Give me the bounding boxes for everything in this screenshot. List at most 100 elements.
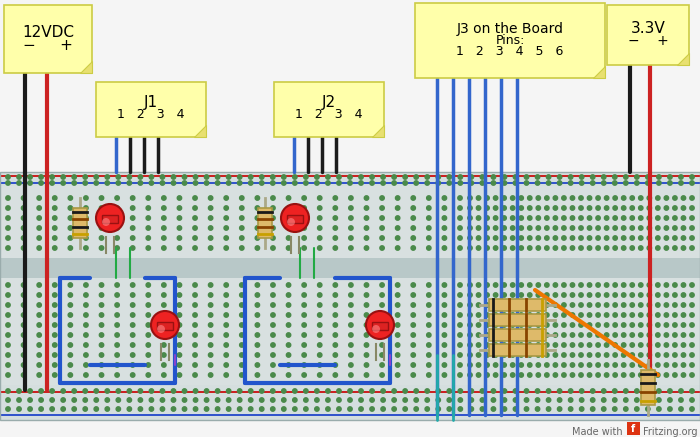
Circle shape xyxy=(524,181,528,185)
Circle shape xyxy=(68,293,73,297)
Circle shape xyxy=(172,398,176,402)
Circle shape xyxy=(359,398,363,402)
Circle shape xyxy=(480,389,484,393)
Circle shape xyxy=(99,323,104,327)
Circle shape xyxy=(528,373,532,377)
Circle shape xyxy=(37,283,41,287)
Circle shape xyxy=(333,333,337,337)
Circle shape xyxy=(209,323,213,327)
Circle shape xyxy=(557,389,562,393)
Circle shape xyxy=(318,226,322,230)
Circle shape xyxy=(638,236,643,240)
Circle shape xyxy=(395,226,400,230)
Circle shape xyxy=(395,313,400,317)
Circle shape xyxy=(580,181,584,185)
Circle shape xyxy=(414,398,419,402)
Circle shape xyxy=(553,353,558,357)
Circle shape xyxy=(209,333,213,337)
Circle shape xyxy=(596,216,601,220)
Circle shape xyxy=(177,363,181,367)
Circle shape xyxy=(237,389,242,393)
Circle shape xyxy=(94,175,99,179)
Circle shape xyxy=(224,246,228,250)
Circle shape xyxy=(209,353,213,357)
Circle shape xyxy=(476,206,481,210)
Circle shape xyxy=(349,343,353,347)
Circle shape xyxy=(395,303,400,307)
Circle shape xyxy=(681,353,686,357)
Circle shape xyxy=(519,353,524,357)
Circle shape xyxy=(545,363,549,367)
Circle shape xyxy=(17,389,21,393)
Circle shape xyxy=(503,389,507,393)
Circle shape xyxy=(84,246,88,250)
Circle shape xyxy=(146,313,150,317)
Circle shape xyxy=(146,373,150,377)
Circle shape xyxy=(226,398,231,402)
Circle shape xyxy=(287,218,295,226)
Circle shape xyxy=(248,398,253,402)
Circle shape xyxy=(28,175,32,179)
Circle shape xyxy=(494,363,498,367)
Circle shape xyxy=(579,293,583,297)
Circle shape xyxy=(395,206,400,210)
Circle shape xyxy=(160,389,164,393)
Circle shape xyxy=(547,175,551,179)
Text: f: f xyxy=(631,424,635,434)
Circle shape xyxy=(6,293,10,297)
Circle shape xyxy=(681,303,686,307)
Circle shape xyxy=(596,373,601,377)
Circle shape xyxy=(494,333,498,337)
Circle shape xyxy=(326,398,330,402)
Circle shape xyxy=(557,175,562,179)
Circle shape xyxy=(679,389,683,393)
Circle shape xyxy=(237,398,242,402)
Circle shape xyxy=(172,181,176,185)
Circle shape xyxy=(115,216,119,220)
Circle shape xyxy=(561,196,566,200)
Circle shape xyxy=(570,363,575,367)
Circle shape xyxy=(557,181,562,185)
Circle shape xyxy=(52,293,57,297)
Circle shape xyxy=(318,236,322,240)
Circle shape xyxy=(37,363,41,367)
Circle shape xyxy=(485,226,489,230)
Circle shape xyxy=(510,343,515,347)
Circle shape xyxy=(318,206,322,210)
Circle shape xyxy=(545,313,549,317)
Circle shape xyxy=(271,226,275,230)
Circle shape xyxy=(528,353,532,357)
Circle shape xyxy=(426,343,431,347)
Circle shape xyxy=(458,313,462,317)
Circle shape xyxy=(209,236,213,240)
Circle shape xyxy=(318,303,322,307)
Circle shape xyxy=(690,373,694,377)
Circle shape xyxy=(61,389,65,393)
Circle shape xyxy=(403,407,407,411)
Circle shape xyxy=(370,181,374,185)
Circle shape xyxy=(68,206,73,210)
Circle shape xyxy=(364,363,369,367)
Circle shape xyxy=(656,313,660,317)
Circle shape xyxy=(568,181,573,185)
Circle shape xyxy=(271,407,275,411)
Circle shape xyxy=(28,398,32,402)
Circle shape xyxy=(442,353,447,357)
Circle shape xyxy=(613,283,617,287)
Circle shape xyxy=(519,216,524,220)
Circle shape xyxy=(622,373,626,377)
Circle shape xyxy=(613,303,617,307)
Circle shape xyxy=(286,246,290,250)
Circle shape xyxy=(256,303,260,307)
Circle shape xyxy=(172,407,176,411)
Circle shape xyxy=(52,323,57,327)
Circle shape xyxy=(604,293,609,297)
Circle shape xyxy=(679,175,683,179)
Circle shape xyxy=(570,216,575,220)
Circle shape xyxy=(553,216,558,220)
Circle shape xyxy=(96,204,124,232)
Circle shape xyxy=(638,246,643,250)
Circle shape xyxy=(17,398,21,402)
Circle shape xyxy=(162,196,166,200)
Circle shape xyxy=(395,196,400,200)
